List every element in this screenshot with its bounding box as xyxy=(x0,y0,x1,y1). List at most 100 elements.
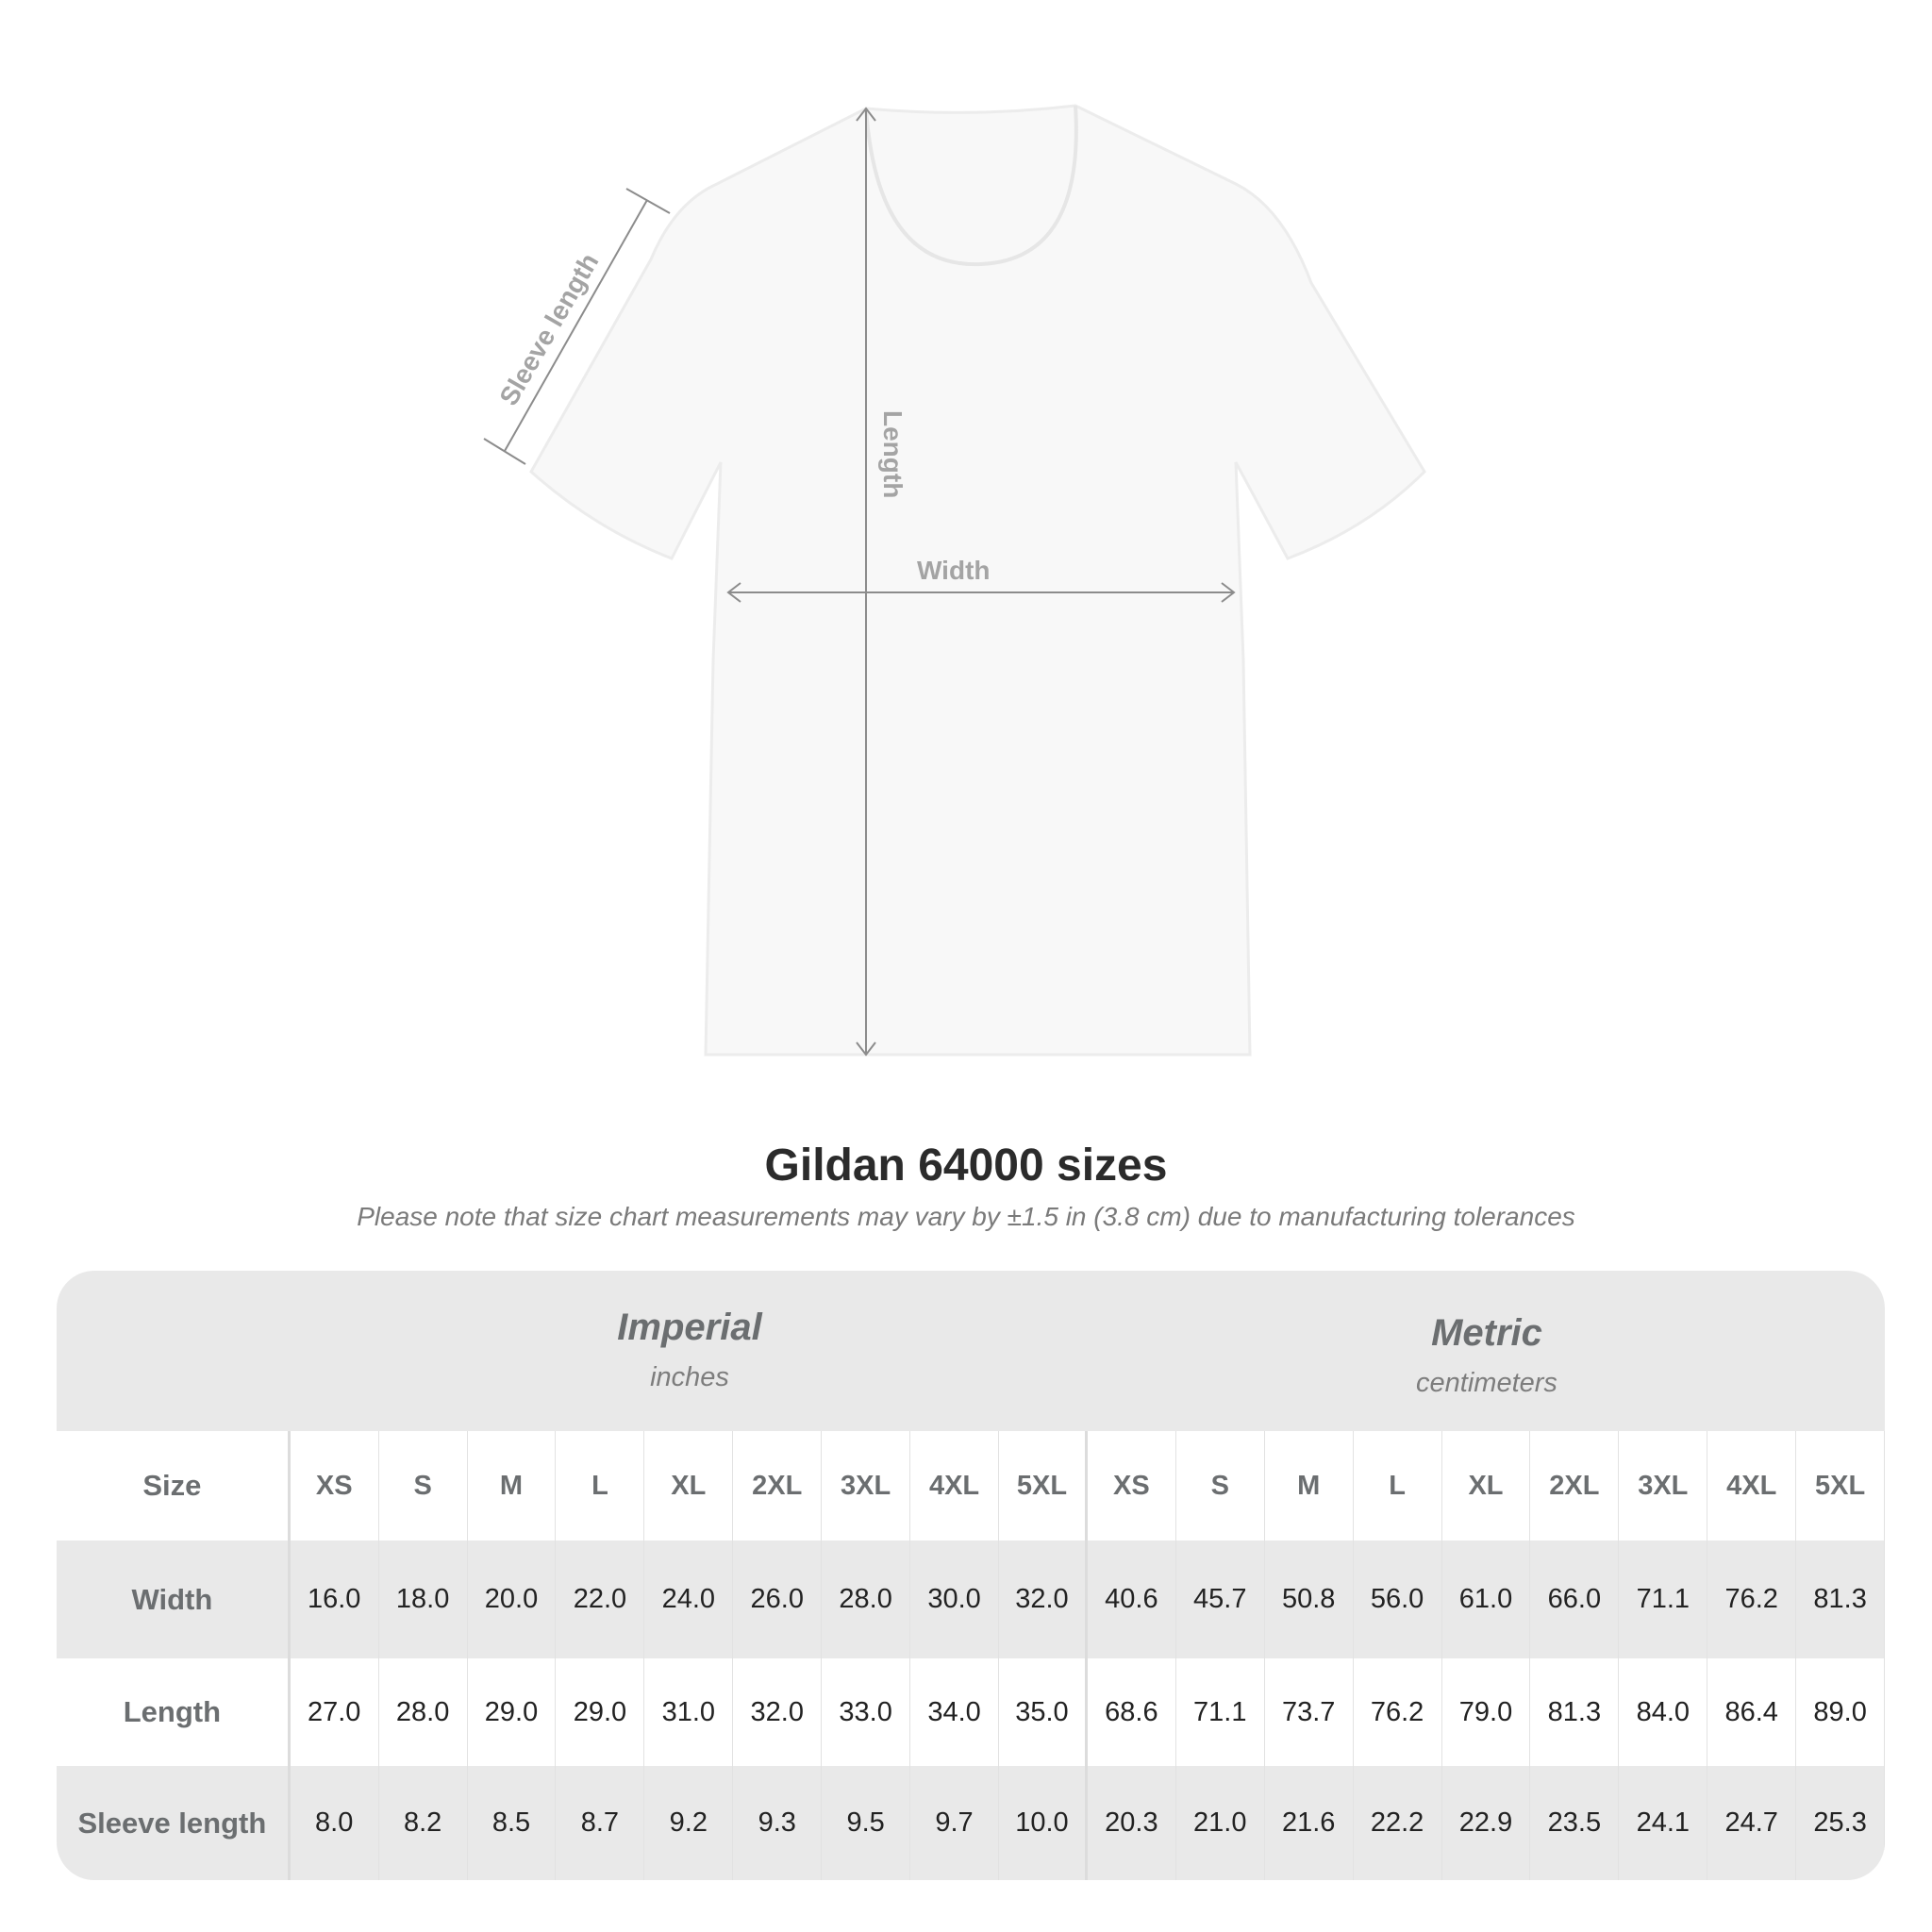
imperial-value-cell: 22.0 xyxy=(556,1541,645,1658)
metric-value-cell: 20.3 xyxy=(1088,1766,1176,1880)
imperial-title: Imperial xyxy=(617,1307,762,1348)
metric-value-cell: 81.3 xyxy=(1530,1658,1620,1766)
metric-size-header: M xyxy=(1265,1431,1354,1541)
imperial-value-cell: 28.0 xyxy=(822,1541,911,1658)
metric-size-header: 4XL xyxy=(1707,1431,1797,1541)
tolerance-note: Please note that size chart measurements… xyxy=(357,1202,1575,1231)
metric-value-cell: 22.9 xyxy=(1442,1766,1531,1880)
metric-size-header: S xyxy=(1176,1431,1265,1541)
metric-size-header: L xyxy=(1354,1431,1442,1541)
imperial-value-cell: 8.2 xyxy=(379,1766,468,1880)
imperial-value-cell: 8.0 xyxy=(291,1766,379,1880)
width-label: Width xyxy=(917,556,991,585)
imperial-value-cell: 29.0 xyxy=(556,1658,645,1766)
metric-value-cell: 71.1 xyxy=(1176,1658,1265,1766)
imperial-value-cell: 33.0 xyxy=(822,1658,911,1766)
length-label: Length xyxy=(878,410,908,498)
row-label: Sleeve length xyxy=(57,1766,291,1880)
row-label: Length xyxy=(57,1658,291,1766)
imperial-size-header: S xyxy=(379,1431,468,1541)
metric-value-cell: 25.3 xyxy=(1796,1766,1885,1880)
metric-size-header: 2XL xyxy=(1530,1431,1620,1541)
imperial-value-cell: 20.0 xyxy=(468,1541,557,1658)
metric-value-cell: 71.1 xyxy=(1619,1541,1708,1658)
imperial-unit: inches xyxy=(650,1362,729,1392)
imperial-value-cell: 29.0 xyxy=(468,1658,557,1766)
imperial-size-header: 2XL xyxy=(733,1431,823,1541)
metric-value-cell: 40.6 xyxy=(1088,1541,1176,1658)
metric-value-cell: 50.8 xyxy=(1265,1541,1354,1658)
table-header: Imperial inches Metric centimeters xyxy=(57,1271,1885,1431)
imperial-value-cell: 26.0 xyxy=(733,1541,823,1658)
metric-value-cell: 68.6 xyxy=(1088,1658,1176,1766)
metric-value-cell: 76.2 xyxy=(1707,1541,1797,1658)
metric-value-cell: 73.7 xyxy=(1265,1658,1354,1766)
tshirt-shape xyxy=(529,104,1426,1057)
imperial-size-header: 3XL xyxy=(822,1431,911,1541)
metric-unit: centimeters xyxy=(1416,1368,1557,1398)
tshirt-collar xyxy=(864,105,1078,267)
imperial-size-header: 4XL xyxy=(910,1431,999,1541)
metric-value-cell: 24.1 xyxy=(1619,1766,1708,1880)
row-label: Width xyxy=(57,1541,291,1658)
metric-value-cell: 23.5 xyxy=(1530,1766,1620,1880)
metric-value-cell: 45.7 xyxy=(1176,1541,1265,1658)
table-row: Width 16.0 18.0 20.0 22.0 24.0 26.0 28.0 30.0 32.… xyxy=(57,1541,1885,1658)
length-arrowhead-top xyxy=(856,107,876,122)
chart-title: Gildan 64000 sizes xyxy=(764,1141,1168,1191)
width-arrowhead-right xyxy=(1221,582,1236,603)
length-arrowhead-bottom xyxy=(856,1041,876,1057)
imperial-value-cell: 9.7 xyxy=(910,1766,999,1880)
imperial-header: Imperial inches xyxy=(291,1307,1089,1393)
imperial-value-cell: 28.0 xyxy=(379,1658,468,1766)
imperial-size-header: XL xyxy=(644,1431,734,1541)
imperial-size-header: M xyxy=(468,1431,557,1541)
row-label: Size xyxy=(57,1431,291,1541)
metric-title: Metric xyxy=(1431,1312,1542,1354)
metric-value-cell: 89.0 xyxy=(1796,1658,1885,1766)
size-table: Imperial inches Metric centimeters Size X… xyxy=(57,1271,1885,1880)
tshirt-diagram: Sleeve length Length Width xyxy=(483,104,1426,1057)
metric-value-cell: 76.2 xyxy=(1354,1658,1442,1766)
width-arrowhead-left xyxy=(726,582,741,603)
metric-size-header: 3XL xyxy=(1619,1431,1708,1541)
metric-value-cell: 81.3 xyxy=(1796,1541,1885,1658)
imperial-value-cell: 10.0 xyxy=(999,1766,1088,1880)
imperial-value-cell: 32.0 xyxy=(733,1658,823,1766)
imperial-value-cell: 32.0 xyxy=(999,1541,1088,1658)
imperial-value-cell: 9.5 xyxy=(822,1766,911,1880)
metric-value-cell: 56.0 xyxy=(1354,1541,1442,1658)
imperial-size-header: XS xyxy=(291,1431,379,1541)
metric-value-cell: 21.0 xyxy=(1176,1766,1265,1880)
imperial-size-header: L xyxy=(556,1431,645,1541)
table-row: Sleeve length 8.0 8.2 8.5 8.7 9.2 9.3 9.5 9.7 10.… xyxy=(57,1766,1885,1880)
size-header-row: Size XS S M L XL 2XL 3XL 4XL 5XL XS S M L XL 2XL 3XL 4XL 5… xyxy=(57,1431,1885,1541)
metric-value-cell: 21.6 xyxy=(1265,1766,1354,1880)
metric-value-cell: 84.0 xyxy=(1619,1658,1708,1766)
sleeve-arrow xyxy=(504,199,648,452)
metric-size-header: XL xyxy=(1442,1431,1531,1541)
imperial-size-header: 5XL xyxy=(999,1431,1088,1541)
imperial-value-cell: 34.0 xyxy=(910,1658,999,1766)
imperial-value-cell: 27.0 xyxy=(291,1658,379,1766)
metric-value-cell: 79.0 xyxy=(1442,1658,1531,1766)
imperial-value-cell: 9.3 xyxy=(733,1766,823,1880)
metric-size-header: 5XL xyxy=(1796,1431,1885,1541)
imperial-value-cell: 30.0 xyxy=(910,1541,999,1658)
imperial-value-cell: 16.0 xyxy=(291,1541,379,1658)
metric-size-header: XS xyxy=(1088,1431,1176,1541)
imperial-value-cell: 8.7 xyxy=(556,1766,645,1880)
imperial-value-cell: 31.0 xyxy=(644,1658,734,1766)
metric-value-cell: 24.7 xyxy=(1707,1766,1797,1880)
imperial-value-cell: 9.2 xyxy=(644,1766,734,1880)
metric-value-cell: 86.4 xyxy=(1707,1658,1797,1766)
imperial-value-cell: 18.0 xyxy=(379,1541,468,1658)
metric-value-cell: 22.2 xyxy=(1354,1766,1442,1880)
imperial-value-cell: 35.0 xyxy=(999,1658,1088,1766)
table-row: Length 27.0 28.0 29.0 29.0 31.0 32.0 33.0 34.0 35… xyxy=(57,1658,1885,1766)
imperial-value-cell: 8.5 xyxy=(468,1766,557,1880)
metric-value-cell: 66.0 xyxy=(1530,1541,1620,1658)
imperial-value-cell: 24.0 xyxy=(644,1541,734,1658)
metric-value-cell: 61.0 xyxy=(1442,1541,1531,1658)
metric-header: Metric centimeters xyxy=(1089,1312,1885,1399)
